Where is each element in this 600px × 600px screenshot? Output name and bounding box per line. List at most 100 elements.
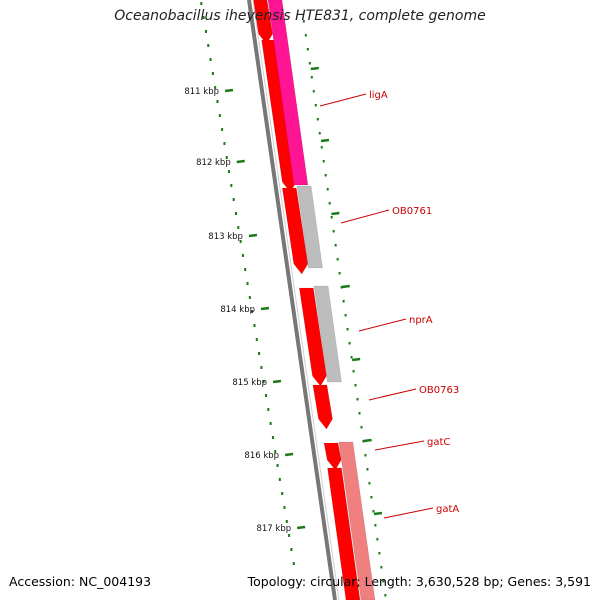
feature-block-0 (252, 0, 273, 45)
scale-dot (232, 198, 235, 201)
minor-tick-dot (378, 552, 381, 555)
minor-tick-dot (364, 454, 367, 457)
major-tick-mark (331, 211, 340, 216)
minor-tick-dot (368, 482, 371, 485)
minor-tick-dot (382, 580, 385, 583)
feature-block-6 (327, 467, 361, 600)
scale-dot (253, 324, 256, 327)
kbp-tick-label: 815 kbp (232, 378, 267, 388)
minor-tick-dot (308, 62, 311, 65)
minor-tick-dot (358, 412, 361, 415)
scale-dot (246, 282, 249, 285)
minor-tick-dot (366, 468, 369, 471)
major-tick-mark (320, 138, 330, 143)
kbp-tick-mark (236, 159, 245, 164)
minor-tick-dot (346, 328, 349, 331)
gene-label: nprA (409, 315, 433, 326)
gene-leader-line (358, 318, 407, 332)
kbp-tick-mark (272, 379, 282, 384)
scale-dot (200, 2, 203, 5)
scale-dot (251, 310, 254, 313)
minor-tick-dot (342, 300, 345, 303)
scale-dot (209, 58, 212, 61)
kbp-tick-mark (296, 525, 306, 530)
scale-dot (214, 86, 217, 89)
gene-label: OB0761 (392, 206, 432, 217)
minor-tick-dot (334, 244, 337, 247)
scale-dot (269, 422, 272, 425)
feature-block-5 (323, 442, 342, 471)
kbp-tick-label: 813 kbp (208, 232, 243, 242)
minor-tick-dot (360, 426, 363, 429)
scale-dot (244, 268, 247, 271)
minor-tick-dot (338, 272, 341, 275)
kbp-ticks: 811 kbp 812 kbp 813 kbp 814 kbp 815 kbp 816 k… (184, 66, 383, 534)
scale-dot (239, 240, 242, 243)
scale-dot (248, 296, 251, 299)
gene-leader-line (340, 209, 390, 224)
minor-tick-dot (354, 384, 357, 387)
scale-dot (228, 170, 231, 173)
scale-dot (265, 394, 268, 397)
scale-dot (285, 520, 288, 523)
gene-label: gatA (436, 504, 459, 515)
feature-block-7 (267, 0, 309, 186)
genome-summary-text: Topology: circular; Length: 3,630,528 bp… (247, 574, 591, 589)
minor-tick-dot (310, 76, 313, 79)
feature-tracks (247, 0, 376, 600)
gene-leader-line (374, 440, 425, 451)
major-tick-mark (310, 66, 319, 71)
feature-block-4 (312, 384, 333, 430)
feature-block-1 (261, 39, 297, 193)
minor-tick-dot (304, 34, 307, 37)
minor-tick-dot (340, 286, 343, 289)
scale-dot (290, 548, 293, 551)
minor-tick-dot (330, 216, 333, 219)
feature-block-9 (313, 285, 342, 383)
kbp-tick-label: 814 kbp (220, 305, 255, 315)
feature-block-3 (298, 287, 327, 387)
scale-dot (230, 184, 233, 187)
feature-block-2 (281, 187, 309, 275)
gene-labels: ligA OB0761 nprA OB0763 gatC gatA (319, 90, 459, 519)
scale-dot (283, 506, 286, 509)
kbp-tick-mark (284, 452, 294, 457)
feature-block-10 (338, 441, 376, 600)
scale-dot (221, 128, 224, 131)
minor-tick-dot (322, 160, 325, 163)
minor-tick-dot (314, 104, 317, 107)
scale-dot (218, 114, 221, 117)
major-tick-mark (363, 438, 372, 443)
minor-tick-dot (324, 174, 327, 177)
minor-tick-dot (384, 594, 387, 597)
genome-title: Oceanobacillus iheyensis HTE831, complet… (114, 8, 486, 24)
gene-leader-line (319, 93, 367, 107)
scale-dot (237, 226, 240, 229)
minor-tick-dot (348, 342, 351, 345)
scale-dot (262, 380, 265, 383)
major-tick-mark (351, 357, 361, 362)
scale-dot (281, 492, 284, 495)
scale-dot (288, 534, 291, 537)
scale-dot (211, 72, 214, 75)
minor-tick-dot (372, 510, 375, 513)
scale-dot (267, 408, 270, 411)
major-tick-mark (341, 284, 350, 289)
scale-dot (216, 100, 219, 103)
minor-tick-dot (374, 524, 377, 527)
gene-leader-line (383, 507, 434, 519)
gene-label: gatC (427, 437, 450, 448)
minor-tick-dot (332, 230, 335, 233)
kbp-tick-label: 811 kbp (184, 87, 219, 97)
minor-tick-dot (350, 356, 353, 359)
minor-tick-dot (362, 440, 365, 443)
kbp-tick-mark (260, 306, 270, 311)
scale-dot (278, 478, 281, 481)
kbp-tick-label: 816 kbp (244, 451, 279, 461)
accession-text: Accession: NC_004193 (9, 574, 152, 589)
scale-dot (271, 436, 274, 439)
minor-tick-dot (328, 202, 331, 205)
minor-tick-dot (376, 538, 379, 541)
minor-tick-dot (312, 90, 315, 93)
